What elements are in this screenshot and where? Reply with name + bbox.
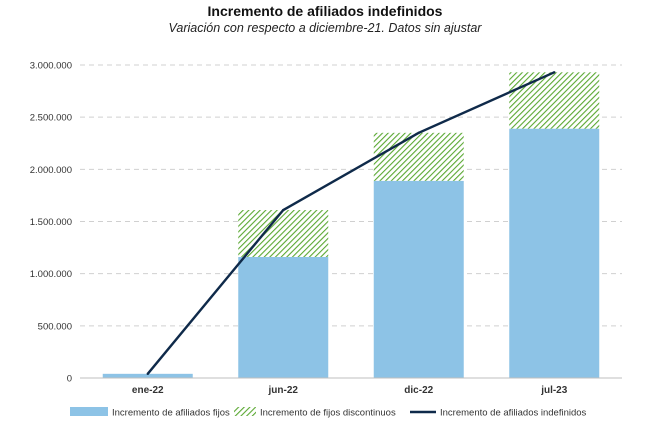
bar-discontinuos [509,72,600,129]
x-tick-label: jul-23 [540,385,568,396]
y-tick-label: 0 [67,374,72,385]
line-point [417,131,420,135]
legend-label: Incremento de afiliados indefinidos [440,408,587,419]
y-tick-label: 3.000.000 [30,61,72,72]
y-tick-label: 500.000 [38,321,72,332]
y-tick-label: 2.000.000 [30,165,72,176]
bar-discontinuos [373,132,464,181]
bar-fijos [238,256,329,378]
legend-swatch-fijos [70,407,108,416]
x-tick-label: ene-22 [132,385,164,396]
bar-fijos [373,180,464,378]
bar-fijos [509,128,600,378]
x-tick-label: dic-22 [404,385,433,396]
chart-subtitle: Variación con respecto a diciembre-21. D… [168,21,482,35]
y-tick-label: 1.000.000 [30,269,72,280]
legend-swatch-discontinuos [234,407,256,416]
line-point [282,208,285,212]
chart-title: Incremento de afiliados indefinidos [207,3,443,19]
x-tick-label: jun-22 [268,385,299,396]
legend-label: Incremento de afiliados fijos [112,408,230,419]
line-indefinidos [146,71,555,375]
y-tick-label: 2.500.000 [30,113,72,124]
line-point [553,71,556,74]
line-point [146,372,149,376]
y-tick-label: 1.500.000 [30,217,72,228]
bar-discontinuos [238,210,329,257]
legend-label: Incremento de fijos discontinuos [260,408,396,419]
bar-fijos [102,373,193,378]
